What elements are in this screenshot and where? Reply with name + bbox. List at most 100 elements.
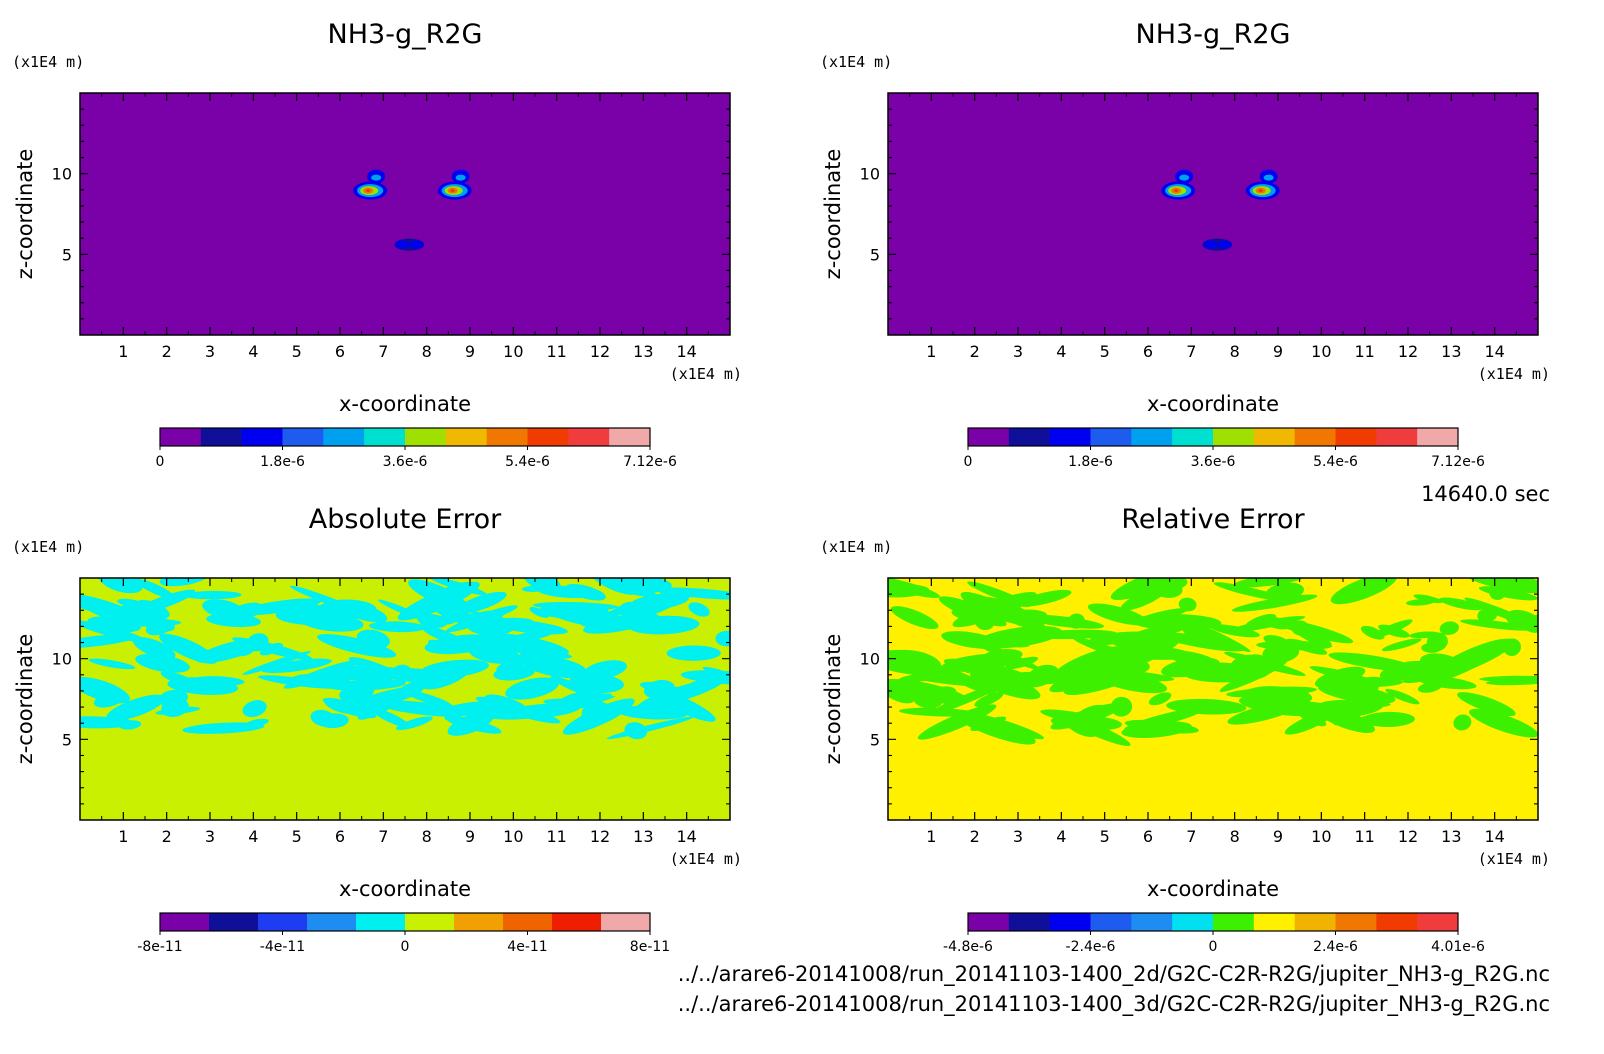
colorbar-swatch <box>356 913 406 931</box>
colorbar-swatch <box>1090 913 1132 931</box>
error-patch <box>701 669 730 689</box>
error-patch <box>941 653 1020 672</box>
colorbar-swatch <box>323 428 365 446</box>
error-patch <box>565 583 606 601</box>
x-tick-label: 6 <box>1143 827 1153 846</box>
error-patch <box>562 698 635 735</box>
blob-cap-core <box>1179 174 1190 181</box>
colorbar-swatch <box>1213 913 1255 931</box>
x-tick-label: 9 <box>465 342 475 361</box>
error-patch <box>112 618 140 631</box>
error-patch <box>1405 598 1435 606</box>
error-patch <box>974 641 1040 670</box>
error-patch <box>1178 597 1197 612</box>
x-tick-label: 4 <box>1056 827 1066 846</box>
error-patch <box>106 694 166 721</box>
x-tick-label: 7 <box>1186 827 1196 846</box>
colorbar-swatch <box>405 428 447 446</box>
x-tick-label: 1 <box>926 827 936 846</box>
chart-panel-2: NH3-g_R2G(x1E4 m)1 2 3 4 5 6 7 8 9 10 11 12 13 14510(… <box>820 19 1550 470</box>
x-tick-label: 10 <box>1311 827 1331 846</box>
error-patch <box>402 689 453 708</box>
y-axis-label: z-coordinate <box>821 634 845 765</box>
x-tick-label: 6 <box>335 342 345 361</box>
error-patch <box>888 678 969 705</box>
colorbar-tick-label: 1.8e-6 <box>260 454 305 470</box>
x-tick-label: 2 <box>970 827 980 846</box>
x-tick-label: 13 <box>633 827 653 846</box>
error-patch <box>1464 597 1538 629</box>
error-patch <box>1226 686 1317 698</box>
y-tick-label: 5 <box>62 245 72 264</box>
colorbar-tick-label: 2.4e-6 <box>1313 939 1358 955</box>
error-patch <box>966 712 1045 740</box>
error-patch <box>1330 578 1397 605</box>
x-tick-label: 8 <box>422 827 432 846</box>
error-patch <box>616 578 672 593</box>
x-tick-label: 9 <box>1273 342 1283 361</box>
y-axis-unit: (x1E4 m) <box>12 53 84 71</box>
x-tick-label: 6 <box>335 827 345 846</box>
y-axis-label: z-coordinate <box>13 634 37 765</box>
colorbar-swatch <box>1376 913 1418 931</box>
colorbar-swatch <box>1008 428 1051 446</box>
error-patch <box>1426 632 1448 652</box>
x-axis-label: x-coordinate <box>1147 877 1279 901</box>
x-tick-label: 8 <box>1230 342 1240 361</box>
colorbar-swatch <box>1253 428 1296 446</box>
x-axis-unit: (x1E4 m) <box>670 365 742 383</box>
error-patch <box>135 653 190 673</box>
error-patch <box>356 629 390 649</box>
error-patch <box>888 578 940 598</box>
error-patch <box>481 617 568 635</box>
colorbar-tick-label: 4.01e-6 <box>1431 939 1485 955</box>
colorbar-tick-label: 0 <box>156 454 165 470</box>
error-patch <box>1110 658 1142 677</box>
error-patch <box>317 633 397 658</box>
error-patch <box>1362 711 1415 727</box>
error-patch <box>236 598 322 616</box>
error-patch <box>969 670 1041 700</box>
error-patch <box>1469 708 1538 738</box>
colorbar-tick-label: 0 <box>401 939 410 955</box>
error-patch <box>505 677 559 700</box>
error-patch <box>1489 584 1507 601</box>
x-tick-label: 2 <box>162 827 172 846</box>
blob-low-core <box>395 240 410 249</box>
colorbar-tick-label: 7.12e-6 <box>1431 454 1485 470</box>
colorbar-tick-label: 5.4e-6 <box>1313 454 1358 470</box>
colorbar-swatch <box>200 428 243 446</box>
error-patch <box>1418 676 1477 690</box>
colorbar-swatch <box>1417 913 1459 931</box>
error-patch <box>1136 608 1189 623</box>
error-patch <box>1417 681 1443 693</box>
error-patch <box>642 698 689 716</box>
colorbar-tick-label: 7.12e-6 <box>623 454 677 470</box>
blob-cap-core <box>455 174 466 181</box>
error-patch <box>965 662 987 673</box>
error-patch <box>182 722 265 734</box>
error-patch <box>136 599 170 619</box>
x-tick-label: 4 <box>1056 342 1066 361</box>
error-patch <box>1385 688 1420 705</box>
x-tick-label: 10 <box>503 342 523 361</box>
error-patch <box>523 655 588 679</box>
error-patch <box>508 646 572 659</box>
x-tick-label: 13 <box>633 342 653 361</box>
error-patch <box>521 585 546 592</box>
colorbar-swatch <box>527 428 569 446</box>
chart-panel-3: Absolute Error(x1E4 m)1 2 3 4 5 6 7 8 9 10 11 12 13 1… <box>12 504 742 955</box>
x-tick-label: 10 <box>503 827 523 846</box>
colorbar-swatch <box>552 913 602 931</box>
colorbar-swatch <box>258 913 308 931</box>
colorbar-tick-label: 8e-11 <box>630 939 670 955</box>
error-patch <box>1272 618 1354 644</box>
blob-peak <box>1174 189 1179 193</box>
colorbar-swatch <box>405 913 455 931</box>
x-tick-label: 14 <box>1484 342 1504 361</box>
y-tick-label: 10 <box>860 650 880 669</box>
time-label: 14640.0 sec <box>1421 482 1550 506</box>
error-patch <box>1457 692 1516 717</box>
x-tick-label: 11 <box>546 342 566 361</box>
error-patch <box>417 613 448 629</box>
